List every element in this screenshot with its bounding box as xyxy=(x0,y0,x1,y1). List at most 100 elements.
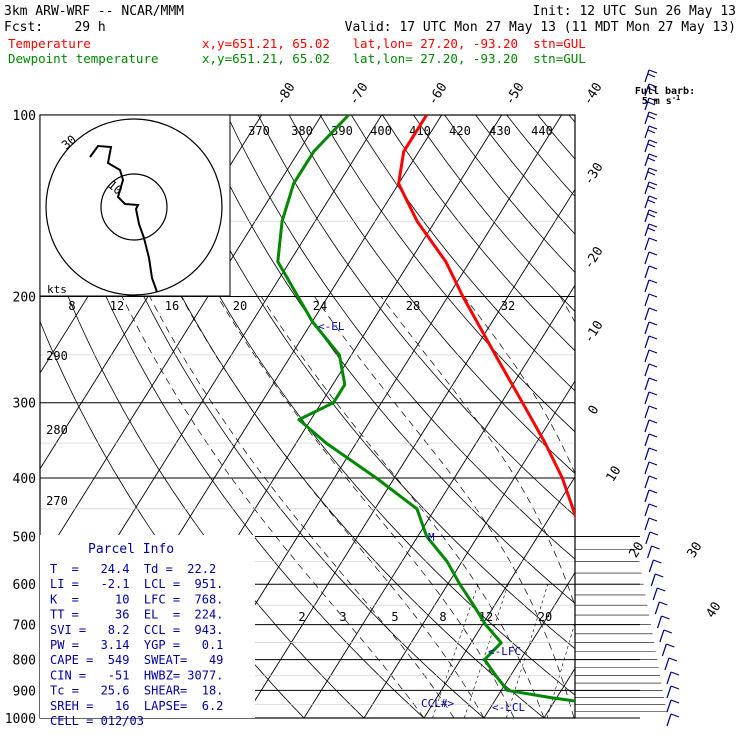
wind-barb xyxy=(644,419,650,433)
wind-barb-flag xyxy=(670,699,680,704)
wind-barb xyxy=(647,545,653,559)
parcel-info-box: Parcel Info T = 24.4 Td = 22.2LI = -2.1 … xyxy=(40,535,255,728)
wind-barb xyxy=(644,433,650,447)
wind-barb-flag xyxy=(648,279,658,284)
dry-adiabat-line xyxy=(506,115,575,197)
wind-barb xyxy=(644,475,650,489)
isotherm-line xyxy=(423,476,575,718)
init-time: Init: 12 UTC Sun 26 May 13 xyxy=(533,4,737,19)
isotherm-line xyxy=(40,115,323,566)
wind-barb-flag xyxy=(648,293,658,298)
parcel-info-row: CAPE = 549 SWEAT= 49 xyxy=(50,653,223,667)
plot-frame xyxy=(39,114,576,719)
wind-barb xyxy=(666,699,672,713)
barb-caption-line1: Full barb: xyxy=(635,86,695,97)
mixing-ratio-line xyxy=(506,584,549,718)
isotherm-line xyxy=(656,87,740,730)
wind-barb xyxy=(644,335,650,349)
hodograph-tick-label: 28 xyxy=(406,299,420,313)
mixing-ratio-label: 3 xyxy=(339,610,346,624)
header: 3km ARW-WRF -- NCAR/MMM Init: 12 UTC Sun… xyxy=(4,4,736,66)
dry-adiabat-line xyxy=(413,115,575,312)
pressure-tick-label: 400 xyxy=(13,472,36,487)
dry-adiabat-line xyxy=(568,115,575,123)
wind-barb xyxy=(644,125,650,139)
dry-adiabat-line xyxy=(631,115,740,731)
temperature-legend-label: Temperature xyxy=(8,36,91,51)
wind-barb-flag xyxy=(648,517,658,522)
wind-barb-flag xyxy=(648,237,658,242)
theta-label: 290 xyxy=(46,349,68,363)
wind-barb-flag xyxy=(648,461,658,466)
wind-barb xyxy=(644,461,650,475)
sounding-series xyxy=(276,115,575,703)
dry-adiabat-line xyxy=(288,115,575,474)
pressure-tick-label: 700 xyxy=(13,619,36,634)
wind-barb-flag xyxy=(647,101,656,106)
dewpoint-legend-label: Dewpoint temperature xyxy=(8,51,159,66)
parcel-info-row: T = 24.4 Td = 22.2 xyxy=(50,562,216,576)
isotherm-tick-label: -80 xyxy=(273,80,298,108)
wind-barb-flag xyxy=(648,139,658,144)
wind-barb-flag xyxy=(648,265,658,270)
hodograph-tick-label: 12 xyxy=(110,299,124,313)
isotherm-tick-label: -70 xyxy=(346,80,371,108)
wind-barb xyxy=(644,377,650,391)
wind-barb xyxy=(644,111,650,125)
wind-barb-flag xyxy=(648,377,658,382)
parcel-info-title: Parcel Info xyxy=(88,542,174,557)
mixing-ratio-label: 2 xyxy=(298,610,305,624)
wind-barb xyxy=(644,447,650,461)
wind-barb-flag xyxy=(668,657,678,662)
valid-time: Valid: 17 UTC Mon 27 May 13 (11 MDT Mon … xyxy=(345,20,736,35)
wind-barb xyxy=(644,153,650,167)
isotherm-line xyxy=(363,380,575,718)
isotherm-line xyxy=(543,667,575,718)
wind-barb xyxy=(650,573,656,587)
hodograph-tick-label: 20 xyxy=(233,299,247,313)
isotherm-tick-label: -60 xyxy=(425,80,450,108)
wind-barb-flag xyxy=(666,643,675,648)
parcel-info-row: LI = -2.1 LCL = 951. xyxy=(50,577,223,591)
dry-adiabat-line xyxy=(600,115,740,731)
dewpoint-legend-info: x,y=651.21, 65.02 lat,lon= 27.20, -93.20… xyxy=(202,51,586,66)
wind-barb-flag xyxy=(661,615,670,620)
dry-adiabat-line xyxy=(164,115,575,650)
wind-barb-flag xyxy=(649,531,659,536)
isotherm-tick-label: 20 xyxy=(627,540,648,561)
isotherm-line xyxy=(483,571,575,718)
moist-adiabat-line xyxy=(720,297,726,719)
wind-barb-flag xyxy=(648,503,658,508)
wind-barb xyxy=(666,713,672,727)
wind-barb xyxy=(644,251,650,265)
parcel-info-row: SREH = 16 LAPSE= 6.2 xyxy=(50,699,223,713)
wind-barb-flag xyxy=(648,251,658,256)
wind-barb xyxy=(659,629,665,643)
hodograph-ring-inner xyxy=(100,173,168,241)
wind-barb-flag xyxy=(647,157,656,162)
wind-barb-flag xyxy=(648,223,658,228)
level-annotation: M xyxy=(428,531,435,544)
isotherm-line xyxy=(596,87,740,730)
wind-barb xyxy=(666,685,672,699)
wind-barb-flag xyxy=(648,447,658,452)
parcel-info-row: TT = 36 EL = 224. xyxy=(50,608,223,622)
level-annotation: <-LCL xyxy=(492,701,525,714)
wind-barb-flag xyxy=(648,363,658,368)
parcel-info-row: Tc = 25.6 SHEAR= 18. xyxy=(50,684,223,698)
parcel-info-row: SVI = 8.2 CCL = 943. xyxy=(50,623,223,637)
wind-barb-flag xyxy=(653,559,662,564)
wind-barb-flag xyxy=(647,143,656,148)
moist-adiabat-line xyxy=(463,296,575,475)
wind-barb-flag xyxy=(659,601,668,606)
dry-adiabat-line xyxy=(195,115,575,604)
pressure-tick-label: 800 xyxy=(13,654,36,669)
wind-barb-flag xyxy=(647,171,656,176)
theta-label: 280 xyxy=(46,423,68,437)
isotherm-line xyxy=(303,284,575,718)
wind-barb xyxy=(666,671,672,685)
wind-barb-flag xyxy=(647,129,656,134)
wind-barb-flag xyxy=(647,199,656,204)
wind-barb-flag xyxy=(648,111,658,116)
